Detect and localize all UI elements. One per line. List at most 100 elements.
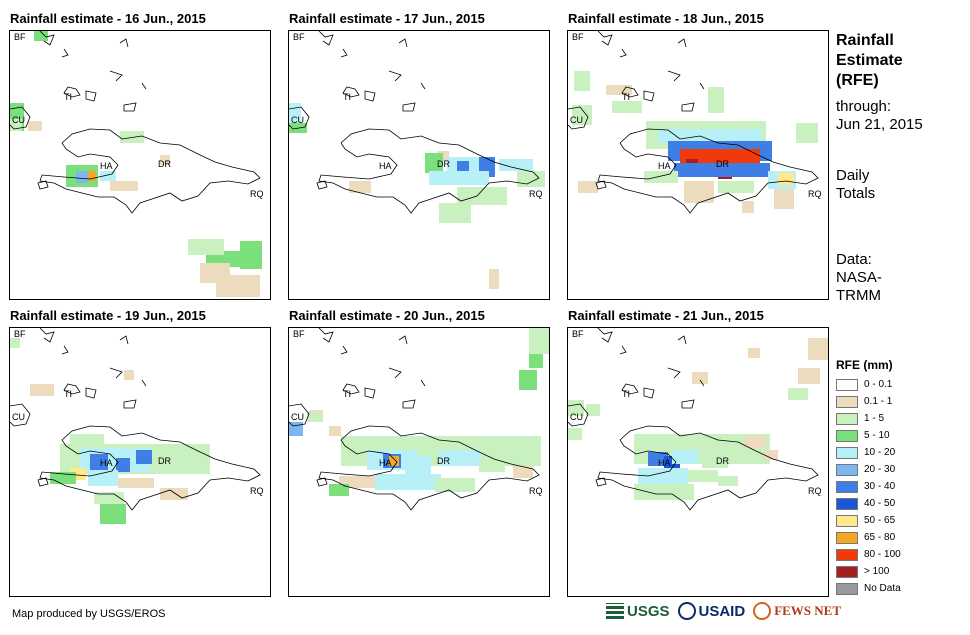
map-label-ti: TI (343, 92, 351, 102)
rainfall-cell (578, 181, 598, 193)
rainfall-cell (774, 189, 794, 209)
map-panel-4: BF CU TI HA DR RQ (9, 327, 271, 597)
rainfall-cell (798, 368, 820, 384)
legend-label: 40 - 50 (864, 498, 896, 509)
cuba-outline (568, 403, 589, 427)
rainfall-cell (574, 71, 590, 91)
through-block: through: Jun 21, 2015 (836, 98, 923, 134)
rainfall-cell (644, 171, 678, 183)
rainfall-cell (718, 476, 738, 486)
legend-item: 30 - 40 (836, 478, 901, 495)
rainfall-cell (240, 241, 262, 269)
rainfall-cell (160, 488, 188, 500)
legend-title: RFE (mm) (836, 358, 893, 372)
rainfall-cells (568, 338, 828, 500)
legend-swatch (836, 412, 858, 425)
bahamas-outline (318, 328, 426, 399)
panel-title-2: Rainfall estimate - 17 Jun., 2015 (289, 11, 485, 26)
map-label-dr: DR (158, 159, 171, 169)
rainfall-cell (439, 450, 481, 466)
coastlines (568, 328, 819, 511)
coastlines (10, 31, 261, 214)
rainfall-cell (499, 159, 533, 171)
legend-swatch (836, 565, 858, 578)
rainfall-cell (329, 484, 349, 496)
map-label-dr: DR (716, 456, 729, 466)
legend-item: 0.1 - 1 (836, 393, 901, 410)
legend-label: 5 - 10 (864, 430, 890, 441)
gonave-outline (595, 477, 607, 487)
map-label-ha: HA (379, 161, 392, 171)
rainfall-cells (10, 31, 262, 297)
rainfall-cells (572, 71, 818, 213)
usgs-logo: USGS (606, 603, 670, 620)
rainfall-cell (744, 436, 766, 448)
through-date: Jun 21, 2015 (836, 116, 923, 133)
cuba-outline (10, 403, 31, 427)
rainfall-cell (34, 31, 48, 41)
map-label-ha: HA (100, 161, 113, 171)
rainfall-cell (808, 338, 828, 360)
legend-label: 10 - 20 (864, 447, 896, 458)
legend-label: > 100 (864, 566, 890, 577)
rainfall-cell (519, 370, 537, 390)
tortue-outline (402, 399, 416, 409)
rainfall-map-1: BF CU TI HA DR RQ (10, 31, 264, 297)
rainfall-cell (672, 450, 698, 464)
rainfall-cell (529, 328, 549, 354)
cuba-outline (568, 106, 589, 130)
map-label-bf: BF (14, 32, 26, 42)
legend-label: 80 - 100 (864, 549, 901, 560)
map-label-dr: DR (158, 456, 171, 466)
map-labels: BF CU TI HA DR RQ (570, 329, 822, 496)
legend-swatch (836, 531, 858, 544)
panel-title-6: Rainfall estimate - 21 Jun., 2015 (568, 308, 764, 323)
coastlines (568, 31, 819, 214)
tortue-outline (681, 399, 695, 409)
rainfall-cell (76, 171, 88, 183)
usaid-logo: USAID (677, 602, 745, 620)
totals-line1: Daily (836, 167, 870, 184)
panel-title-4: Rainfall estimate - 19 Jun., 2015 (10, 308, 206, 323)
map-credit: Map produced by USGS/EROS (12, 608, 166, 620)
rainfall-cell (389, 456, 399, 466)
rainfall-cell (124, 370, 134, 380)
rainfall-cell (94, 492, 124, 504)
legend-item: 1 - 5 (836, 410, 901, 427)
bahamas-outline (318, 31, 426, 102)
legend-swatch (836, 378, 858, 391)
rainfall-cell (764, 450, 778, 460)
legend-label: 1 - 5 (864, 413, 885, 424)
map-label-ti: TI (64, 92, 72, 102)
rainfall-cell (349, 181, 371, 193)
sidebar-title-line2: Estimate (836, 52, 903, 69)
map-panel-2: BF CU TI HA DR RQ (288, 30, 550, 300)
rainfall-cell (216, 275, 260, 297)
rainfall-cell (405, 456, 431, 474)
rainfall-cell (586, 404, 600, 416)
map-label-cu: CU (570, 412, 583, 422)
data-label: Data: (836, 251, 872, 268)
rainfall-map-6: BF CU TI HA DR RQ (568, 328, 828, 511)
rainfall-cell (152, 460, 176, 472)
rainfall-cell (457, 187, 507, 205)
fews-net-logo-text: FEWS NET (774, 603, 842, 618)
rainfall-cell (307, 412, 323, 422)
map-label-dr: DR (437, 159, 450, 169)
legend-swatch (836, 429, 858, 442)
rainfall-cell (116, 458, 130, 472)
legend-swatch (836, 446, 858, 459)
rainfall-cell (702, 456, 728, 468)
rainfall-cell (435, 478, 475, 492)
legend-label: 0.1 - 1 (864, 396, 893, 407)
map-label-ha: HA (100, 458, 113, 468)
legend-swatch (836, 497, 858, 510)
map-label-bf: BF (572, 329, 584, 339)
hispaniola-outline (318, 128, 540, 214)
gonave-outline (37, 180, 49, 190)
rainfall-cells (289, 103, 545, 289)
hispaniola-outline (597, 128, 819, 214)
hispaniola-outline (39, 425, 261, 511)
rainfall-cell (425, 153, 443, 173)
map-panel-1: BF CU TI HA DR RQ (9, 30, 271, 300)
